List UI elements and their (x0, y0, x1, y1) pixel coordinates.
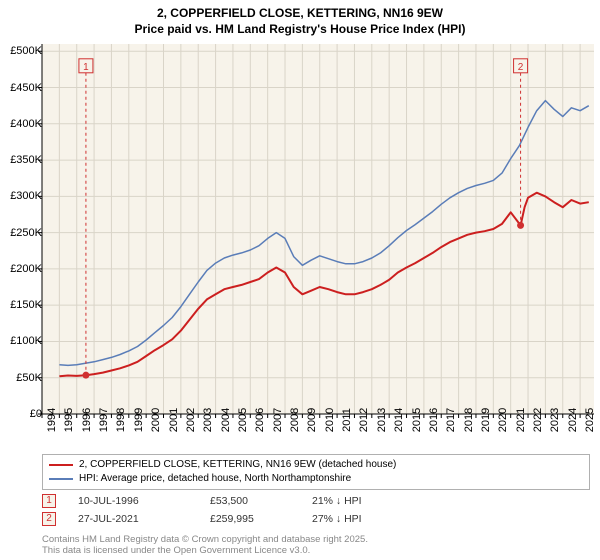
title-line-2: Price paid vs. HM Land Registry's House … (0, 22, 600, 38)
x-tick-label: 2004 (220, 408, 232, 432)
sale-row-2: 2 27-JUL-2021 £259,995 27% ↓ HPI (42, 512, 590, 526)
sale-delta-1: 21% ↓ HPI (312, 495, 362, 507)
y-tick-label: £500K (10, 45, 42, 57)
x-tick-label: 2011 (341, 408, 353, 432)
sales-data-rows: 1 10-JUL-1996 £53,500 21% ↓ HPI 2 27-JUL… (42, 494, 590, 530)
x-tick-label: 1998 (115, 408, 127, 432)
x-tick-label: 2003 (202, 408, 214, 432)
x-tick-label: 2008 (289, 408, 301, 432)
x-tick-label: 2006 (254, 408, 266, 432)
legend-swatch-2 (49, 478, 73, 480)
sale-price-2: £259,995 (210, 513, 290, 525)
chart-title-block: 2, COPPERFIELD CLOSE, KETTERING, NN16 9E… (0, 0, 600, 37)
sale-marker-icon-1: 1 (42, 494, 56, 508)
sale-delta-2: 27% ↓ HPI (312, 513, 362, 525)
svg-text:2: 2 (518, 62, 524, 73)
x-tick-label: 2017 (445, 408, 457, 432)
x-tick-label: 2020 (497, 408, 509, 432)
x-tick-label: 2007 (272, 408, 284, 432)
legend-label-2: HPI: Average price, detached house, Nort… (79, 472, 351, 486)
legend-swatch-1 (49, 464, 73, 466)
sale-price-1: £53,500 (210, 495, 290, 507)
x-tick-label: 2023 (549, 408, 561, 432)
svg-text:1: 1 (83, 62, 89, 73)
x-tick-label: 1994 (46, 408, 58, 432)
x-tick-label: 2012 (358, 408, 370, 432)
y-tick-label: £400K (10, 118, 42, 130)
attribution-block: Contains HM Land Registry data © Crown c… (42, 534, 368, 557)
x-tick-label: 2016 (428, 408, 440, 432)
y-tick-label: £350K (10, 154, 42, 166)
x-tick-label: 2002 (185, 408, 197, 432)
x-tick-label: 2018 (463, 408, 475, 432)
x-tick-label: 2022 (532, 408, 544, 432)
y-tick-label: £300K (10, 190, 42, 202)
sale-date-1: 10-JUL-1996 (78, 495, 188, 507)
x-tick-label: 2009 (306, 408, 318, 432)
legend-row-2: HPI: Average price, detached house, Nort… (49, 472, 583, 486)
y-tick-label: £50K (16, 372, 42, 384)
x-tick-label: 2010 (324, 408, 336, 432)
x-tick-label: 2000 (150, 408, 162, 432)
x-tick-label: 2001 (168, 408, 180, 432)
x-tick-label: 2013 (376, 408, 388, 432)
x-tick-label: 2005 (237, 408, 249, 432)
attribution-line-1: Contains HM Land Registry data © Crown c… (42, 534, 368, 545)
y-tick-label: £0 (30, 408, 42, 420)
x-tick-label: 1995 (63, 408, 75, 432)
sale-marker-icon-2: 2 (42, 512, 56, 526)
sale-row-1: 1 10-JUL-1996 £53,500 21% ↓ HPI (42, 494, 590, 508)
chart-area: 12 (42, 44, 594, 414)
x-tick-label: 2019 (480, 408, 492, 432)
legend-row-1: 2, COPPERFIELD CLOSE, KETTERING, NN16 9E… (49, 458, 583, 472)
x-tick-label: 1997 (98, 408, 110, 432)
sale-date-2: 27-JUL-2021 (78, 513, 188, 525)
y-tick-label: £150K (10, 299, 42, 311)
chart-svg: 12 (42, 44, 594, 414)
y-tick-label: £250K (10, 227, 42, 239)
x-tick-label: 2014 (393, 408, 405, 432)
y-tick-label: £200K (10, 263, 42, 275)
x-tick-label: 2025 (584, 408, 596, 432)
attribution-line-2: This data is licensed under the Open Gov… (42, 545, 368, 556)
x-tick-label: 1999 (133, 408, 145, 432)
x-tick-label: 2021 (515, 408, 527, 432)
y-tick-label: £450K (10, 82, 42, 94)
title-line-1: 2, COPPERFIELD CLOSE, KETTERING, NN16 9E… (0, 6, 600, 22)
legend-box: 2, COPPERFIELD CLOSE, KETTERING, NN16 9E… (42, 454, 590, 490)
x-tick-label: 2024 (567, 408, 579, 432)
x-tick-label: 2015 (411, 408, 423, 432)
y-tick-label: £100K (10, 335, 42, 347)
x-tick-label: 1996 (81, 408, 93, 432)
legend-label-1: 2, COPPERFIELD CLOSE, KETTERING, NN16 9E… (79, 458, 396, 472)
chart-container: 2, COPPERFIELD CLOSE, KETTERING, NN16 9E… (0, 0, 600, 560)
